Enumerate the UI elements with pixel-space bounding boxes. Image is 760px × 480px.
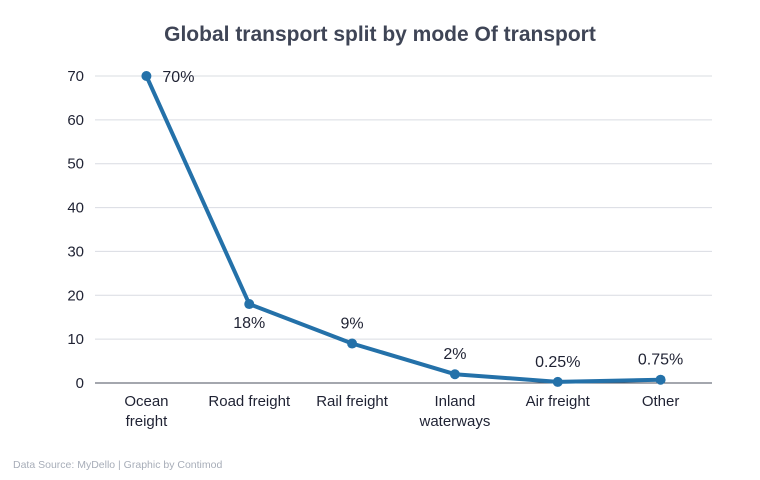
data-label: 70% <box>162 69 194 86</box>
y-tick-label: 0 <box>76 375 84 392</box>
x-category-label: Air freight <box>526 393 591 410</box>
data-label: 18% <box>233 315 265 332</box>
x-category-label: Other <box>642 393 680 410</box>
data-label: 0.25% <box>535 354 580 371</box>
data-point <box>244 299 255 310</box>
data-point <box>347 338 358 349</box>
data-label: 9% <box>341 316 364 333</box>
data-point <box>552 376 563 387</box>
x-category-label: Inland waterways <box>418 393 490 430</box>
x-category-label: Road freight <box>208 393 291 410</box>
x-axis-categories: Ocean freight Road freight Rail freight Inla… <box>124 393 679 430</box>
y-tick-label: 50 <box>67 156 84 173</box>
y-tick-label: 30 <box>67 243 84 260</box>
y-axis-ticks: 0 10 20 30 40 50 60 70 <box>67 68 84 392</box>
x-category-label: Rail freight <box>316 393 389 410</box>
y-tick-label: 60 <box>67 112 84 129</box>
data-label: 2% <box>443 346 466 363</box>
data-label: 0.75% <box>638 352 683 369</box>
data-point <box>141 71 152 81</box>
data-point <box>655 374 666 385</box>
data-source-footer: Data Source: MyDello | Graphic by Contim… <box>13 459 222 471</box>
data-labels: 70% 18% 9% 2% 0.25% 0.75% <box>162 69 683 371</box>
chart-title: Global transport split by mode Of transp… <box>164 23 596 46</box>
gridlines <box>95 75 712 340</box>
y-tick-label: 10 <box>67 331 84 348</box>
data-points <box>141 71 666 387</box>
x-category-label: Ocean freight <box>124 393 168 430</box>
data-point <box>449 369 460 380</box>
y-tick-label: 20 <box>67 287 84 304</box>
y-tick-label: 40 <box>67 200 84 217</box>
y-tick-label: 70 <box>67 68 84 85</box>
series-line <box>144 74 663 384</box>
